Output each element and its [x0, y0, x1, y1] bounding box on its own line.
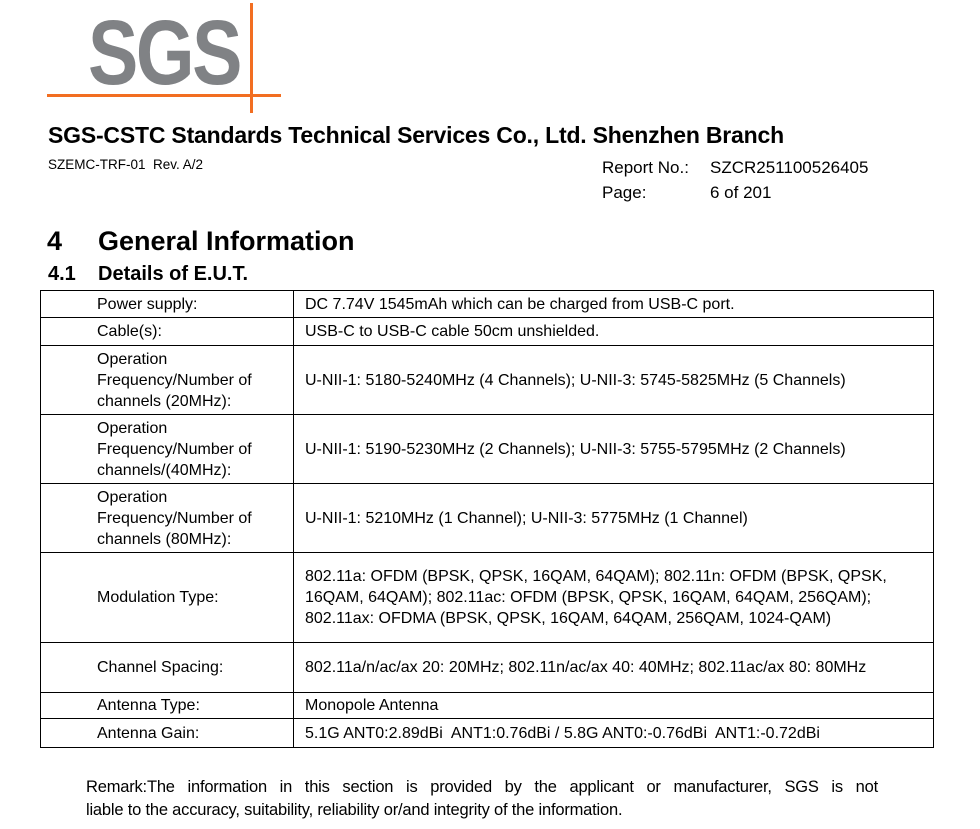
table-row: Antenna Gain: 5.1G ANT0:2.89dBi ANT1:0.7…: [40, 718, 934, 748]
row-value: U-NII-1: 5210MHz (1 Channel); U-NII-3: 5…: [293, 483, 934, 553]
section-title: General Information: [98, 226, 355, 256]
eut-details-table: Power supply: DC 7.74V 1545mAh which can…: [40, 290, 934, 748]
row-value: 802.11a/n/ac/ax 20: 20MHz; 802.11n/ac/ax…: [293, 642, 934, 693]
remark-line-1: Remark:The information in this section i…: [86, 778, 878, 796]
subsection-number: 4.1: [48, 263, 76, 285]
table-row: Channel Spacing: 802.11a/n/ac/ax 20: 20M…: [40, 642, 934, 693]
row-label: Operation Frequency/Number of channels/(…: [40, 414, 294, 484]
row-label: Operation Frequency/Number of channels (…: [40, 483, 294, 553]
table-row: Operation Frequency/Number of channels (…: [40, 345, 934, 415]
table-row: Power supply: DC 7.74V 1545mAh which can…: [40, 290, 934, 318]
row-value: 802.11a: OFDM (BPSK, QPSK, 16QAM, 64QAM)…: [293, 552, 934, 643]
section-heading: 4 General Information: [47, 226, 355, 257]
section-number: 4: [47, 226, 63, 256]
row-value: DC 7.74V 1545mAh which can be charged fr…: [293, 290, 934, 318]
page-label: Page:: [602, 183, 647, 202]
remark-line-2: liable to the accuracy, suitability, rel…: [86, 800, 623, 819]
row-label: Channel Spacing:: [40, 642, 294, 693]
form-reference: SZEMC-TRF-01 Rev. A/2: [48, 157, 204, 172]
report-no-value: SZCR251100526405: [710, 158, 869, 177]
row-label: Modulation Type:: [40, 552, 294, 643]
page-row: Page: 6 of 201: [602, 180, 868, 205]
logo-underline: [47, 94, 281, 97]
remark-text: Remark:The information in this section i…: [86, 776, 878, 821]
subsection-title: Details of E.U.T.: [98, 263, 249, 285]
row-value: U-NII-1: 5190-5230MHz (2 Channels); U-NI…: [293, 414, 934, 484]
report-no-row: Report No.: SZCR251100526405: [602, 155, 868, 180]
table-row: Modulation Type: 802.11a: OFDM (BPSK, QP…: [40, 552, 934, 643]
logo-crossline: [250, 3, 253, 113]
row-label: Power supply:: [40, 290, 294, 318]
report-info: Report No.: SZCR251100526405 Page: 6 of …: [602, 155, 868, 205]
row-label: Antenna Type:: [40, 692, 294, 719]
row-value: 5.1G ANT0:2.89dBi ANT1:0.76dBi / 5.8G AN…: [293, 718, 934, 748]
table-row: Antenna Type: Monopole Antenna: [40, 692, 934, 719]
page-number: 6 of 201: [710, 183, 772, 202]
row-label: Operation Frequency/Number of channels (…: [40, 345, 294, 415]
row-value: Monopole Antenna: [293, 692, 934, 719]
table-row: Cable(s): USB-C to USB-C cable 50cm unsh…: [40, 317, 934, 346]
report-no-label: Report No.:: [602, 158, 689, 177]
row-label: Cable(s):: [40, 317, 294, 346]
sgs-logo: SGS: [88, 2, 242, 104]
subsection-heading: 4.1 Details of E.U.T.: [48, 263, 248, 286]
row-value: USB-C to USB-C cable 50cm unshielded.: [293, 317, 934, 346]
table-row: Operation Frequency/Number of channels/(…: [40, 414, 934, 484]
row-value: U-NII-1: 5180-5240MHz (4 Channels); U-NI…: [293, 345, 934, 415]
company-title: SGS-CSTC Standards Technical Services Co…: [48, 122, 784, 148]
table-row: Operation Frequency/Number of channels (…: [40, 483, 934, 553]
row-label: Antenna Gain:: [40, 718, 294, 748]
